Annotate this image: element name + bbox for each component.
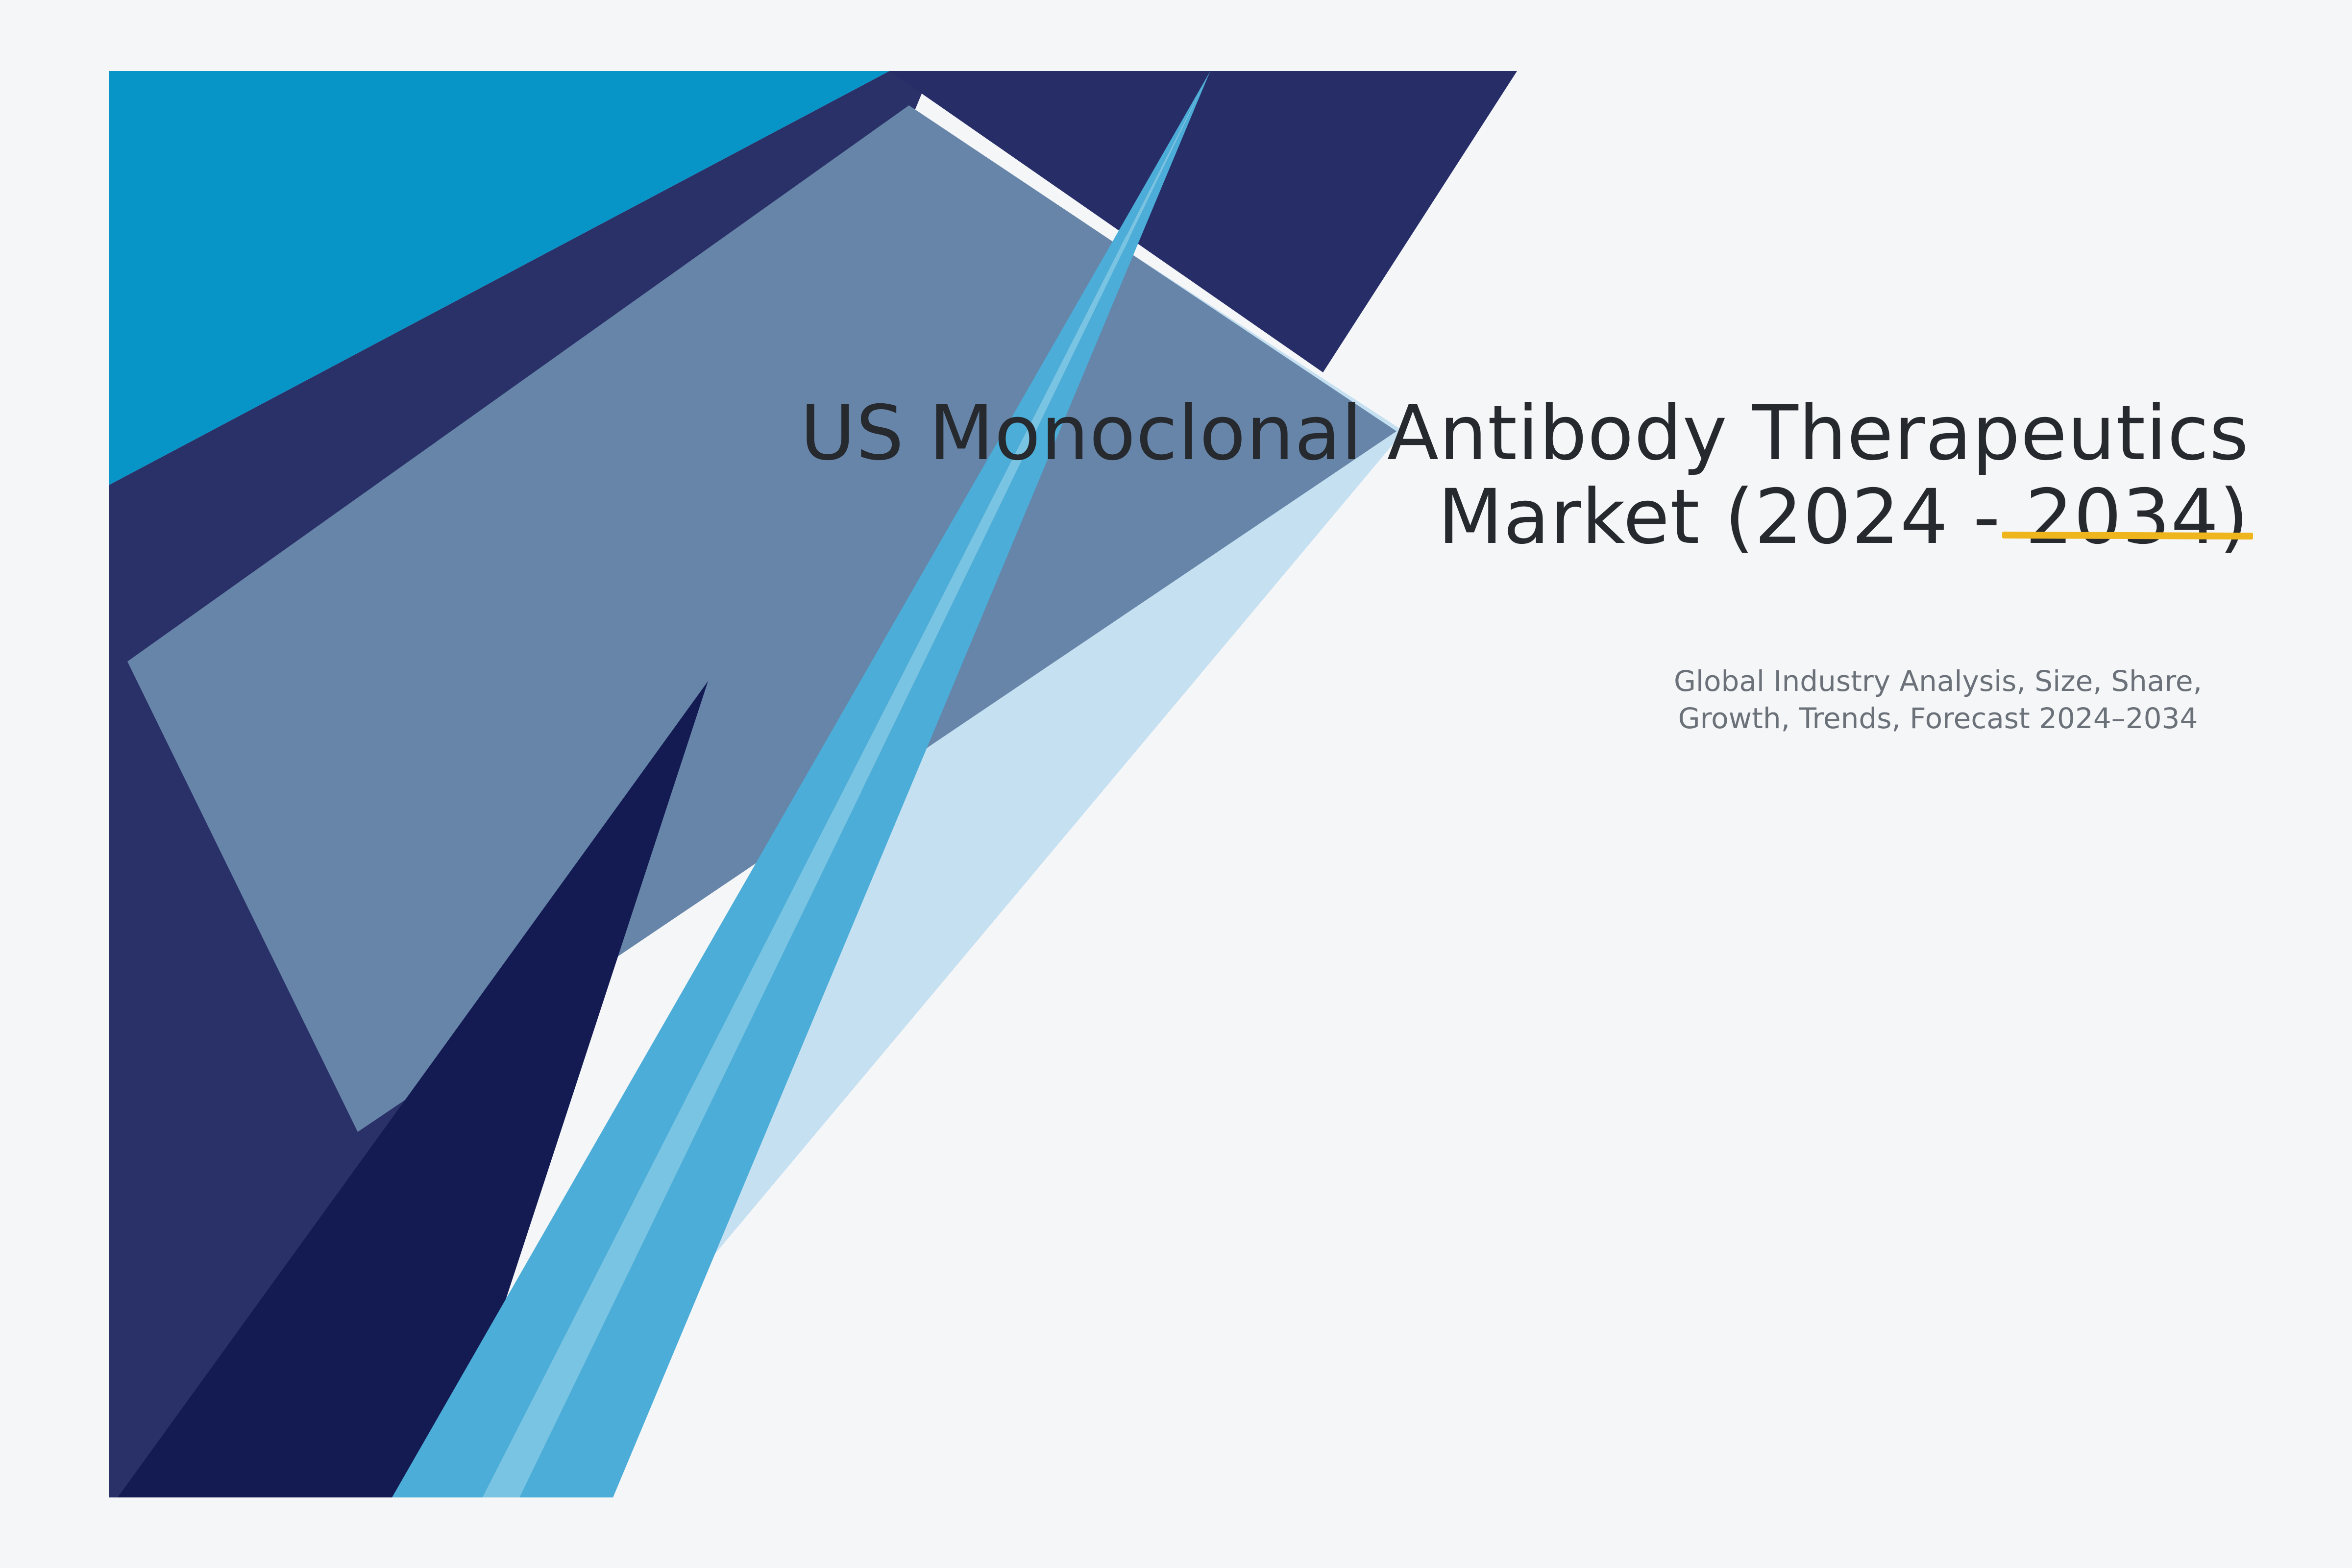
triangle-cyan — [109, 71, 889, 485]
triangle-navy-top-right — [889, 71, 1517, 372]
report-subtitle-line2: Growth, Trends, Forecast 2024–2034 — [1678, 702, 2198, 735]
report-title: US Monoclonal Antibody Therapeutics Mark… — [583, 392, 2249, 559]
report-subtitle: Global Industry Analysis, Size, Share, G… — [1619, 662, 2256, 737]
triangle-dark-needle — [118, 681, 708, 1497]
band-medium-left — [392, 71, 1210, 1497]
band-light-center — [483, 71, 1210, 1497]
band-medium-right — [519, 71, 1210, 1497]
report-subtitle-line1: Global Industry Analysis, Size, Share, — [1673, 664, 2203, 698]
title-underline-accent — [2002, 531, 2254, 540]
report-title-line1: US Monoclonal Antibody Therapeutics — [800, 390, 2249, 477]
report-title-line2: Market (2024 - 2034) — [1438, 473, 2249, 561]
